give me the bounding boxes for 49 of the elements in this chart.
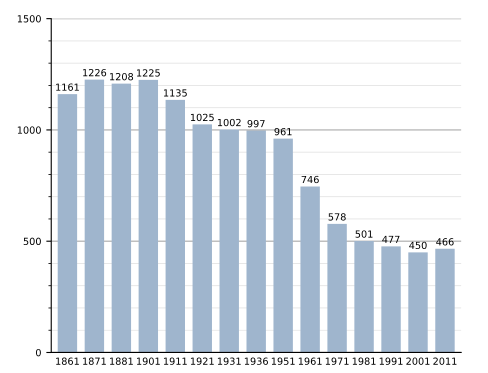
data-label: 1226 [83, 69, 106, 76]
data-label: 746 [302, 176, 319, 184]
y-tick-label: 500 [24, 238, 41, 246]
bar [58, 94, 78, 352]
data-label: 1135 [164, 89, 187, 97]
data-label: 1161 [56, 83, 79, 91]
bar [138, 80, 158, 352]
data-label: 1025 [190, 114, 214, 122]
bar [84, 80, 104, 352]
bar [112, 84, 132, 352]
data-label: 450 [409, 242, 427, 250]
bar [246, 130, 266, 352]
data-label: 997 [248, 120, 265, 128]
x-tick-label: 1881 [110, 358, 133, 365]
data-label: 477 [382, 236, 400, 243]
x-tick-label: 1991 [380, 358, 403, 365]
data-label: 501 [356, 230, 372, 238]
x-tick-label: 1861 [56, 358, 79, 365]
data-label: 578 [328, 213, 346, 221]
y-tick-label: 0 [36, 348, 41, 356]
x-tick-label: 2011 [433, 358, 456, 365]
x-tick-label: 1931 [218, 358, 241, 365]
bar [273, 138, 293, 352]
bar [381, 246, 401, 352]
x-tick-label: 1971 [326, 358, 349, 365]
x-tick-label: 1871 [83, 358, 106, 365]
data-label: 466 [436, 238, 454, 246]
x-tick-label: 1911 [164, 358, 187, 365]
bar [166, 100, 186, 352]
x-tick-label: 1961 [298, 358, 322, 365]
y-tick-label: 1000 [18, 126, 41, 134]
y-tick-label: 1500 [18, 15, 41, 22]
bar [435, 248, 455, 352]
bar [327, 224, 347, 352]
data-label: 1225 [137, 69, 160, 77]
x-tick-label: 1981 [352, 358, 376, 365]
bar [354, 240, 374, 352]
x-tick-label: 1936 [244, 358, 268, 365]
bar [220, 129, 239, 352]
data-label: 1208 [110, 73, 134, 80]
x-tick-label: 1921 [190, 358, 214, 365]
bar [192, 124, 212, 352]
x-tick-label: 1951 [272, 358, 295, 365]
x-tick-label: 2001 [406, 358, 430, 365]
data-label: 961 [274, 128, 292, 136]
x-tick-label: 1901 [137, 358, 160, 365]
bar [300, 186, 320, 352]
data-label: 1002 [218, 118, 241, 126]
bar [408, 252, 428, 352]
